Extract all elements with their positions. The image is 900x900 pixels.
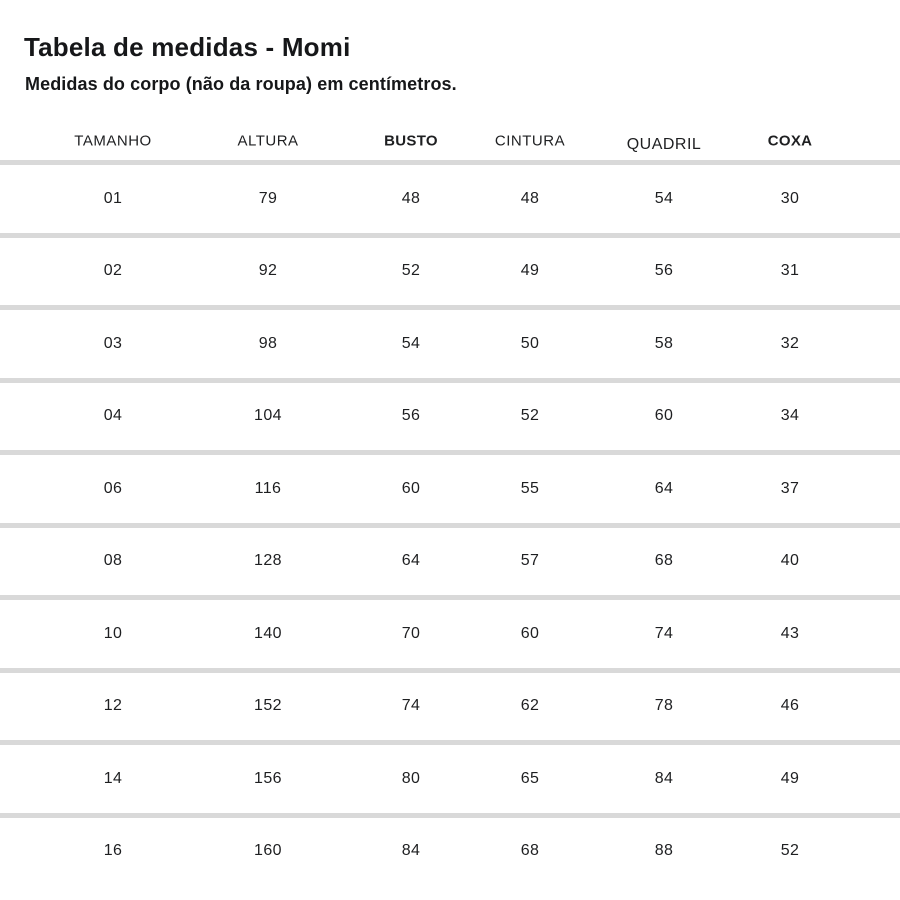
table-cell: 52 — [401, 262, 421, 280]
table-cell: 32 — [780, 334, 800, 352]
column-header-cintura: CINTURA — [494, 132, 566, 150]
table-cell: 116 — [254, 479, 282, 497]
table-row: 14 156 80 65 84 49 — [0, 740, 900, 813]
table-cell: 160 — [254, 842, 282, 860]
column-header-quadril: QUADRIL — [626, 136, 702, 153]
column-header-tamanho: TAMANHO — [74, 132, 152, 150]
table-cell: 52 — [780, 842, 800, 860]
table-cell: 37 — [780, 479, 800, 497]
table-cell: 08 — [103, 552, 123, 570]
table-cell: 60 — [654, 407, 674, 425]
table-cell: 06 — [103, 479, 123, 497]
table-cell: 30 — [780, 189, 800, 207]
table-header-row: TAMANHO ALTURA BUSTO CINTURA QUADRIL COXA — [0, 122, 900, 160]
table-cell: 03 — [103, 334, 123, 352]
table-cell: 60 — [401, 479, 421, 497]
table-cell: 12 — [103, 697, 123, 715]
page-title: Tabela de medidas - Momi — [24, 32, 351, 62]
table-cell: 57 — [520, 552, 540, 570]
table-cell: 50 — [520, 334, 540, 352]
table-cell: 74 — [401, 697, 421, 715]
table-cell: 74 — [654, 624, 674, 642]
table-cell: 78 — [654, 697, 674, 715]
size-table: TAMANHO ALTURA BUSTO CINTURA QUADRIL COXA 01 7… — [0, 122, 900, 885]
table-cell: 84 — [654, 769, 674, 787]
table-cell: 64 — [654, 479, 674, 497]
table-cell: 04 — [103, 407, 123, 425]
table-row: 04 104 56 52 60 34 — [0, 377, 900, 451]
table-cell: 56 — [401, 407, 421, 425]
table-cell: 49 — [780, 769, 800, 787]
table-row: 03 98 54 50 58 32 — [0, 305, 900, 378]
table-cell: 01 — [103, 189, 123, 207]
table-cell: 68 — [654, 552, 674, 570]
column-header-coxa: COXA — [767, 132, 813, 150]
table-row: 06 116 60 55 64 37 — [0, 450, 900, 523]
table-cell: 70 — [401, 624, 421, 642]
table-cell: 104 — [254, 407, 282, 425]
table-cell: 49 — [520, 262, 540, 280]
table-cell: 55 — [520, 479, 540, 497]
table-cell: 40 — [780, 552, 800, 570]
column-header-busto: BUSTO — [384, 132, 438, 150]
table-cell: 79 — [258, 189, 278, 207]
table-cell: 31 — [780, 262, 800, 280]
table-cell: 80 — [401, 769, 421, 787]
table-cell: 84 — [401, 842, 421, 860]
table-cell: 92 — [258, 262, 278, 280]
table-cell: 64 — [401, 552, 421, 570]
table-cell: 156 — [254, 769, 282, 787]
table-cell: 60 — [520, 624, 540, 642]
page-subtitle: Medidas do corpo (não da roupa) em centí… — [25, 74, 457, 94]
table-body: 01 79 48 48 54 30 02 92 52 49 56 31 03 98 54 50 58 32 04 10… — [0, 160, 900, 885]
table-cell: 58 — [654, 334, 674, 352]
table-cell: 16 — [103, 842, 123, 860]
table-cell: 62 — [520, 697, 540, 715]
table-cell: 65 — [520, 769, 540, 787]
table-row: 08 128 64 57 68 40 — [0, 522, 900, 596]
table-cell: 48 — [520, 189, 540, 207]
table-cell: 128 — [254, 552, 282, 570]
table-row: 12 152 74 62 78 46 — [0, 667, 900, 741]
table-cell: 98 — [258, 334, 278, 352]
column-header-altura: ALTURA — [237, 132, 299, 150]
table-cell: 02 — [103, 262, 123, 280]
table-cell: 43 — [780, 624, 800, 642]
table-row: 16 160 84 68 88 52 — [0, 812, 900, 886]
table-cell: 10 — [103, 624, 123, 642]
table-row: 10 140 70 60 74 43 — [0, 595, 900, 668]
table-row: 02 92 52 49 56 31 — [0, 232, 900, 306]
table-cell: 54 — [654, 189, 674, 207]
table-cell: 152 — [254, 697, 282, 715]
table-cell: 48 — [401, 189, 421, 207]
table-cell: 52 — [520, 407, 540, 425]
table-cell: 140 — [254, 624, 282, 642]
table-row: 01 79 48 48 54 30 — [0, 160, 900, 233]
table-cell: 68 — [520, 842, 540, 860]
table-cell: 88 — [654, 842, 674, 860]
table-cell: 46 — [780, 697, 800, 715]
table-cell: 56 — [654, 262, 674, 280]
table-cell: 54 — [401, 334, 421, 352]
table-cell: 34 — [780, 407, 800, 425]
table-cell: 14 — [103, 769, 123, 787]
